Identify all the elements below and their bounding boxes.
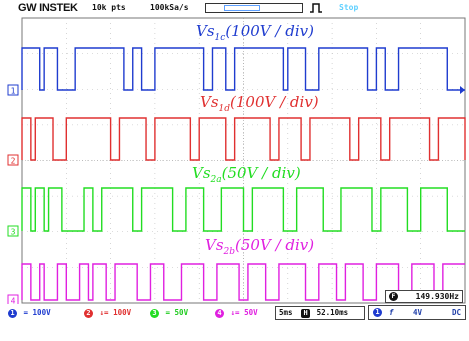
channel-1-scale: 100V: [32, 308, 51, 317]
channel-2-status[interactable]: 2 ↓= 100V: [84, 308, 131, 322]
horizontal-position-value: 52.10ms: [316, 308, 349, 317]
channel-4-marker-label: 4: [11, 297, 16, 306]
frequency-value: 149.930Hz: [415, 292, 459, 301]
channel-1-label: Vs1c(100V / div): [196, 22, 314, 43]
waveform-traces: [21, 47, 466, 301]
channel-1-trace: [21, 47, 465, 91]
channel-2-label: Vs1d(100V / div): [200, 93, 319, 114]
trigger-coupling: DC: [451, 308, 461, 317]
trigger-level: 4V: [413, 308, 423, 317]
channel-2-icon: 2: [84, 308, 93, 318]
channel-1-marker-label: 1: [11, 87, 16, 96]
channel-2-trace: [21, 117, 466, 161]
channel-4-icon: 4: [215, 308, 224, 318]
channel-4-label: Vs2b(50V / div): [205, 236, 315, 257]
record-length: 10k pts: [92, 3, 126, 12]
channel-1-icon: 1: [8, 308, 17, 318]
frequency-readout: F 149.930Hz: [385, 290, 463, 303]
channel-4-status[interactable]: 4 ↓= 50V: [215, 308, 258, 322]
sample-rate: 100kSa/s: [150, 3, 189, 12]
channel-1-status[interactable]: 1 = 100V: [8, 308, 51, 322]
memory-view-window[interactable]: [224, 5, 260, 11]
channel-3-label: Vs2a(50V / div): [192, 164, 301, 185]
trigger-source-icon: 1: [373, 308, 382, 317]
timebase-box[interactable]: 5ms H 52.10ms: [275, 306, 365, 320]
top-status-bar: GW INSTEK 10k pts 100kSa/s Stop: [0, 0, 469, 18]
channel-3-status[interactable]: 3 = 50V: [150, 308, 188, 322]
trigger-status-box[interactable]: 1 f 4V DC: [368, 305, 466, 320]
graticule-grid: [21, 17, 466, 304]
memory-position-bar[interactable]: [205, 3, 303, 13]
frequency-icon: F: [389, 292, 398, 301]
channel-2-marker-label: 2: [11, 157, 16, 166]
pulse-icon: [310, 3, 322, 13]
trigger-arrow-icon: [460, 86, 465, 94]
horizontal-position-icon: H: [301, 308, 311, 318]
timebase-value: 5ms: [279, 308, 293, 317]
channel-4-scale: 50V: [244, 308, 258, 317]
channel-3-trace: [21, 187, 465, 232]
channel-4-trace: [21, 263, 465, 301]
brand-logo: GW INSTEK: [18, 2, 78, 14]
channel-2-scale: 100V: [113, 308, 132, 317]
channel-3-ground-marker: [7, 225, 19, 237]
channel-3-scale: 50V: [174, 308, 189, 317]
channel-3-marker-label: 3: [11, 228, 16, 237]
channel-2-ground-marker: [7, 154, 19, 166]
channel-1-ground-marker: [7, 84, 19, 96]
channel-3-icon: 3: [150, 308, 159, 318]
trigger-slope: f: [389, 308, 394, 317]
channel-ground-markers: 1 2 3 4: [7, 84, 465, 306]
run-stop-status: Stop: [339, 3, 359, 12]
